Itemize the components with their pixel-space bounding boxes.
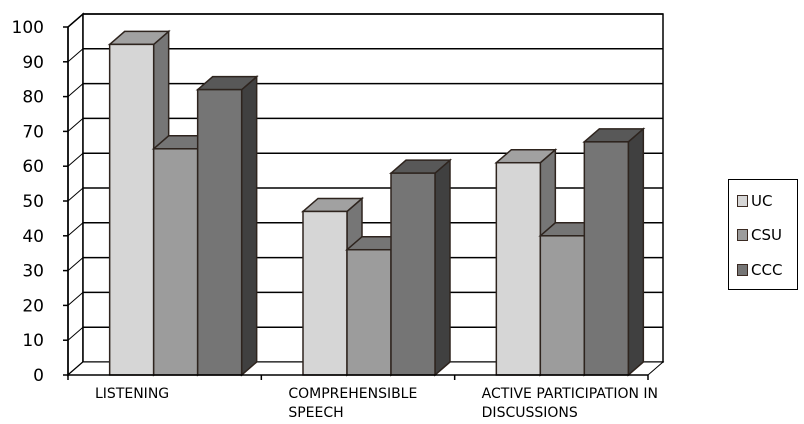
x-category-label: SPEECH	[288, 405, 343, 421]
y-tick-label: 70	[22, 122, 44, 142]
x-category-label: LISTENING	[95, 386, 169, 402]
legend-swatch-ccc	[737, 264, 748, 276]
gridline-side	[67, 326, 84, 341]
x-category-label: ACTIVE PARTICIPATION IN	[482, 386, 658, 402]
legend-label-ccc: CCC	[751, 261, 783, 279]
gridline-side	[67, 48, 84, 63]
legend-item-ccc: CCC	[737, 260, 782, 280]
bar-side	[434, 158, 451, 377]
legend-label-uc: UC	[751, 192, 773, 210]
legend-swatch-uc	[737, 195, 748, 207]
bar-uc	[495, 161, 542, 376]
y-tick-label: 10	[22, 331, 44, 351]
legend: UC CSU CCC	[728, 179, 798, 290]
legend-label-csu: CSU	[751, 226, 782, 244]
bar-uc	[108, 43, 155, 376]
bar-ccc	[390, 172, 436, 376]
gridline-side	[67, 118, 84, 132]
y-tick-label: 30	[22, 262, 44, 282]
gridline-side	[67, 13, 84, 28]
gridline-side	[67, 292, 84, 306]
bar-side	[240, 74, 258, 377]
x-category-label: COMPREHENSIBLE	[288, 386, 417, 402]
y-tick-label: 0	[33, 366, 44, 386]
y-tick-label: 90	[22, 53, 44, 73]
x-category-label: DISCUSSIONS	[482, 405, 578, 421]
gridline-side	[67, 222, 84, 237]
legend-item-uc: UC	[737, 191, 772, 211]
bar-csu	[346, 248, 392, 376]
legend-item-csu: CSU	[737, 225, 782, 245]
y-tick-label: 100	[12, 18, 44, 38]
y-tick-label: 80	[22, 88, 44, 108]
gridline-side	[67, 257, 84, 271]
gridline-side	[67, 83, 84, 97]
bar-csu	[152, 148, 199, 376]
gridline-side	[67, 152, 84, 167]
bar-ccc	[583, 141, 630, 376]
y-tick-label: 60	[22, 157, 44, 177]
bar-uc	[302, 210, 348, 376]
bar-ccc	[196, 88, 243, 376]
y-tick-label: 50	[22, 192, 44, 212]
bar-csu	[539, 235, 586, 376]
legend-swatch-csu	[737, 229, 748, 241]
gridline-side	[67, 187, 84, 202]
y-tick-label: 40	[22, 227, 44, 247]
bar-side	[627, 127, 645, 377]
y-tick-label: 20	[22, 296, 44, 316]
